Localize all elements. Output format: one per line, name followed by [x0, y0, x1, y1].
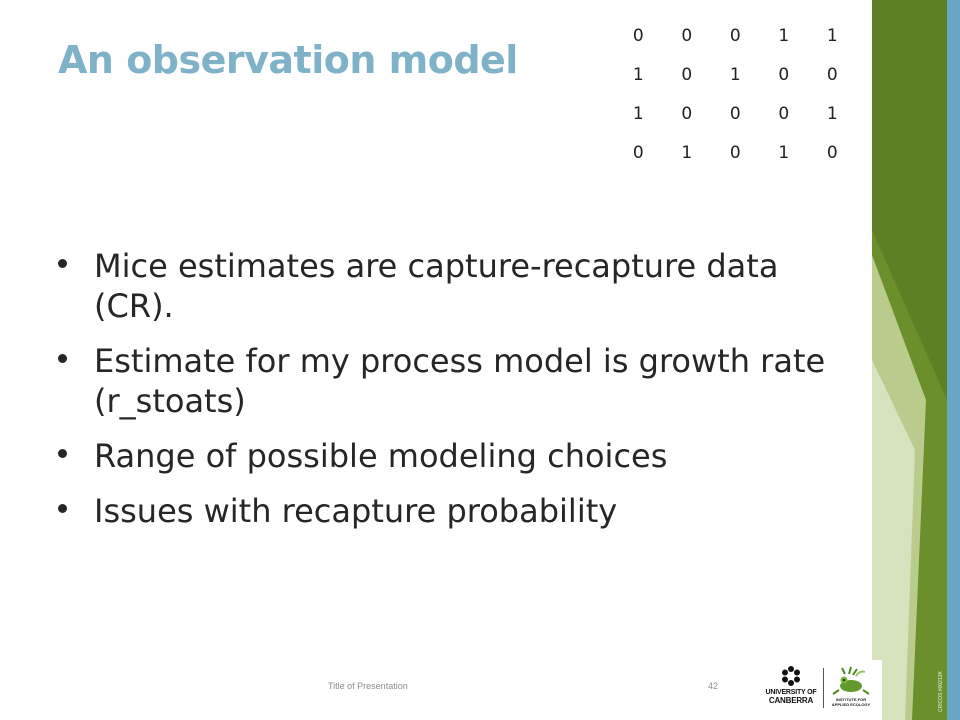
blue-bar: [947, 0, 960, 720]
bullet-text: Mice estimates are capture-recapture dat…: [94, 247, 779, 325]
matrix-cell: 0: [729, 103, 741, 124]
bullet-dot-icon: [58, 259, 67, 268]
matrix-row: 1 0 1 0 0: [614, 55, 857, 94]
matrix-cell: 1: [632, 64, 644, 85]
matrix-cell: 1: [826, 103, 838, 124]
matrix-cell: 0: [729, 142, 741, 163]
matrix-cell: 0: [826, 64, 838, 85]
logo-divider: [823, 668, 824, 708]
logo-text-line1: UNIVERSITY OF: [765, 689, 817, 696]
slide-title: An observation model: [58, 38, 518, 82]
institute-line2: APPLIED ECOLOGY: [831, 702, 871, 707]
bullet-text: Issues with recapture probability: [94, 492, 618, 530]
matrix-cell: 0: [778, 64, 790, 85]
capture-history-matrix: 0 0 0 1 1 1 0 1 0 0 1 0 0 0 1 0 1 0 1 0: [614, 16, 857, 172]
bullet-item: Mice estimates are capture-recapture dat…: [56, 246, 856, 326]
matrix-cell: 0: [778, 103, 790, 124]
bullet-dot-icon: [58, 354, 67, 363]
green-triangle-lighter: [872, 360, 915, 720]
matrix-cell: 1: [632, 103, 644, 124]
bullet-dot-icon: [58, 449, 67, 458]
bullet-item: Estimate for my process model is growth …: [56, 341, 856, 421]
frog-emblem-icon: [832, 666, 870, 695]
footer-presentation-title: Title of Presentation: [328, 681, 408, 691]
matrix-cell: 1: [729, 64, 741, 85]
institute-logo-text: INSTITUTE FOR APPLIED ECOLOGY: [829, 697, 873, 707]
matrix-row: 0 0 0 1 1: [614, 16, 857, 55]
bullet-item: Range of possible modeling choices: [56, 436, 856, 476]
matrix-cell: 1: [681, 142, 693, 163]
bullet-list: Mice estimates are capture-recapture dat…: [56, 246, 856, 546]
matrix-row: 0 1 0 1 0: [614, 133, 857, 172]
matrix-cell: 0: [681, 64, 693, 85]
snowflake-emblem-icon: [782, 666, 800, 686]
matrix-cell: 0: [826, 142, 838, 163]
matrix-cell: 0: [729, 25, 741, 46]
bullet-text: Estimate for my process model is growth …: [94, 342, 826, 420]
matrix-cell: 0: [632, 142, 644, 163]
cricos-code: CRICOS #00212K: [938, 671, 944, 712]
bullet-item: Issues with recapture probability: [56, 491, 856, 531]
matrix-cell: 0: [632, 25, 644, 46]
bullet-dot-icon: [58, 504, 67, 513]
bullet-text: Range of possible modeling choices: [94, 437, 668, 475]
matrix-cell: 1: [778, 142, 790, 163]
footer-page-number: 42: [708, 681, 719, 691]
matrix-cell: 0: [681, 25, 693, 46]
matrix-cell: 1: [778, 25, 790, 46]
matrix-cell: 1: [826, 25, 838, 46]
university-of-canberra-logo: UNIVERSITY OF CANBERRA: [762, 664, 820, 708]
logo-text-line2: CANBERRA: [768, 696, 814, 705]
matrix-cell: 0: [681, 103, 693, 124]
institute-applied-ecology-logo: INSTITUTE FOR APPLIED ECOLOGY: [829, 664, 873, 708]
institute-line1: INSTITUTE FOR: [835, 697, 867, 702]
matrix-row: 1 0 0 0 1: [614, 94, 857, 133]
white-footer-mask: [872, 660, 882, 720]
